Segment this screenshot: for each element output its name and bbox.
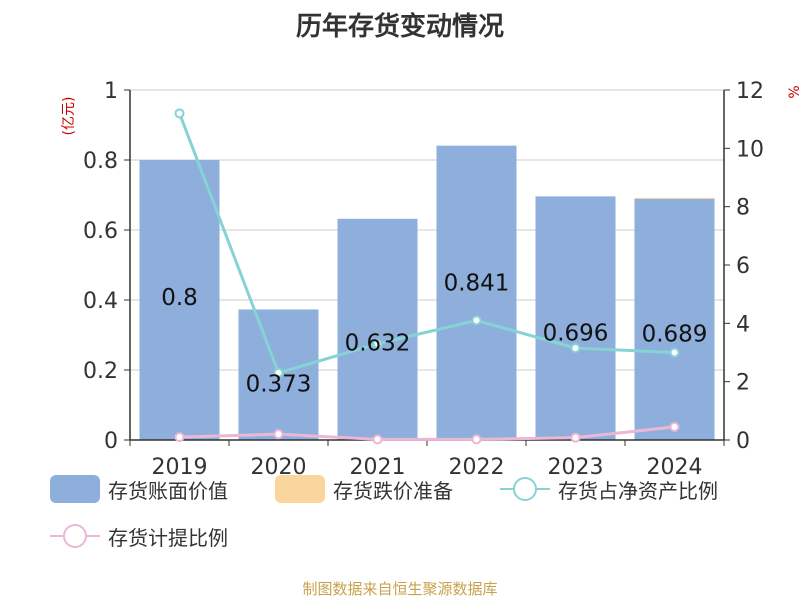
point-provision-ratio — [570, 432, 581, 443]
x-tick-label: 2021 — [350, 455, 406, 480]
bar-book-value — [535, 196, 616, 440]
legend-swatch-net-asset-ratio — [500, 475, 550, 503]
left-tick-label: 1 — [104, 79, 118, 104]
point-net-asset-ratio — [174, 108, 185, 119]
legend-label-impairment: 存货跌价准备 — [333, 478, 453, 503]
right-tick-label: 0 — [736, 429, 750, 454]
legend-swatch-provision-ratio — [50, 522, 100, 550]
bar-data-label: 0.373 — [246, 371, 312, 397]
point-provision-ratio — [669, 421, 680, 432]
legend-swatch-book-value — [50, 475, 100, 503]
point-provision-ratio — [174, 432, 185, 443]
left-tick-label: 0.4 — [83, 289, 118, 314]
right-tick-label: 4 — [736, 312, 750, 337]
legend-swatch-impairment — [275, 475, 325, 503]
right-tick-label: 12 — [736, 79, 764, 104]
bar-data-label: 0.841 — [444, 271, 510, 297]
legend-label-net-asset-ratio: 存货占净资产比例 — [558, 478, 718, 503]
bar-book-value — [337, 218, 418, 440]
bar-book-value — [139, 160, 220, 440]
legend-label-provision-ratio: 存货计提比例 — [108, 525, 228, 550]
right-axis-unit: % — [787, 85, 800, 98]
point-net-asset-ratio — [471, 315, 482, 326]
x-tick-label: 2024 — [647, 455, 703, 480]
x-tick-label: 2019 — [152, 455, 208, 480]
point-net-asset-ratio — [669, 347, 680, 358]
chart-title: 历年存货变动情况 — [295, 12, 504, 42]
x-tick-label: 2023 — [548, 455, 604, 480]
bar-data-label: 0.689 — [642, 321, 708, 347]
legend-item-provision-ratio[interactable]: 存货计提比例 — [50, 521, 228, 551]
left-axis-unit: (亿元) — [61, 97, 77, 136]
left-tick-label: 0 — [104, 429, 118, 454]
legend-item-book-value[interactable]: 存货账面价值 — [50, 474, 228, 504]
source-note: 制图数据来自恒生聚源数据库 — [302, 580, 498, 598]
legend-item-impairment[interactable]: 存货跌价准备 — [275, 474, 453, 504]
lines — [174, 108, 680, 445]
left-tick-label: 0.8 — [83, 149, 118, 174]
legend-label-book-value: 存货账面价值 — [108, 478, 228, 503]
point-provision-ratio — [372, 434, 383, 445]
right-tick-label: 6 — [736, 254, 750, 279]
data-labels: 0.8 0.373 0.632 0.841 0.696 0.689 — [161, 271, 707, 398]
line-net-asset-ratio — [178, 112, 675, 375]
bar-book-value — [436, 145, 517, 440]
right-tick-label: 8 — [736, 196, 750, 221]
legend-item-net-asset-ratio[interactable]: 存货占净资产比例 — [500, 474, 718, 504]
left-tick-label: 0.2 — [83, 359, 118, 384]
bar-book-value — [634, 198, 715, 440]
point-provision-ratio — [273, 429, 284, 440]
bar-data-label: 0.696 — [543, 320, 609, 346]
point-net-asset-ratio — [273, 367, 284, 378]
bar-impairment — [634, 197, 715, 199]
x-tick-label: 2022 — [449, 455, 505, 480]
point-net-asset-ratio — [570, 343, 581, 354]
line-provision-ratio — [179, 425, 675, 441]
bar-data-label: 0.8 — [161, 285, 198, 311]
bar-data-label: 0.632 — [345, 330, 411, 356]
point-net-asset-ratio — [372, 338, 383, 349]
left-tick-label: 0.6 — [83, 219, 118, 244]
right-tick-label: 2 — [736, 371, 750, 396]
right-tick-label: 10 — [736, 137, 764, 162]
point-provision-ratio — [471, 434, 482, 445]
bars — [139, 145, 715, 440]
